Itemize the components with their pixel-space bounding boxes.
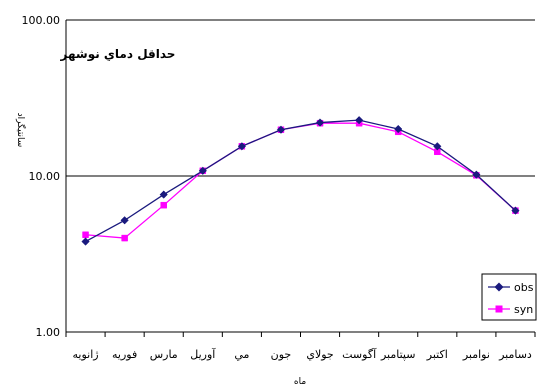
data-point-obs xyxy=(120,216,129,225)
data-point-obs xyxy=(433,142,442,151)
data-point-obs xyxy=(354,116,364,125)
data-point-obs xyxy=(81,237,90,246)
data-point-obs xyxy=(237,142,247,151)
x-tick-label: اكتبر xyxy=(426,348,448,361)
x-tick-label: مي xyxy=(234,348,249,361)
legend-label-obs: obs xyxy=(514,281,534,294)
x-tick-label: سپتامبر xyxy=(380,348,416,361)
y-tick-label-1: 1.00 xyxy=(36,326,61,339)
legend-marker-obs xyxy=(494,282,504,292)
data-point-obs xyxy=(472,170,481,179)
y-axis-title: سانتيگراد xyxy=(15,113,27,148)
x-tick-label: آگوست xyxy=(342,347,377,361)
chart-title: حداقل دماي نوشهر xyxy=(60,47,176,62)
y-tick-label-10: 10.00 xyxy=(29,170,61,183)
data-point-obs xyxy=(159,190,168,199)
x-tick-label: فوريه xyxy=(112,348,137,361)
data-point-obs xyxy=(276,125,286,134)
legend-marker-syn xyxy=(495,305,503,313)
x-axis-title: ماه xyxy=(294,377,306,385)
data-point-syn xyxy=(121,234,128,242)
y-tick-labels: 100.00 10.00 1.00 xyxy=(22,14,61,339)
data-point-syn xyxy=(160,201,167,209)
legend: obs syn xyxy=(481,273,537,321)
x-tick-label: دسامبر xyxy=(498,348,532,361)
data-point-obs xyxy=(394,124,403,134)
series-layer xyxy=(81,116,520,246)
x-ticks xyxy=(65,332,536,337)
x-tick-label: جولاي xyxy=(306,348,333,361)
x-tick-label: جون xyxy=(271,348,292,361)
legend-box xyxy=(481,273,537,321)
data-point-obs xyxy=(511,206,520,215)
x-tick-label: مارس xyxy=(150,348,178,361)
data-point-syn xyxy=(82,231,89,239)
y-tick-label-100: 100.00 xyxy=(22,14,61,27)
legend-label-syn: syn xyxy=(514,303,533,316)
x-tick-label: ژانويه xyxy=(73,348,99,361)
series-line-obs xyxy=(85,119,516,243)
x-tick-label: نوامبر xyxy=(462,348,490,361)
x-tick-labels: ژانويه فوريه مارس آوريل مي جون جولاي آگوست سپتام… xyxy=(73,347,532,361)
data-point-obs xyxy=(315,118,325,127)
data-point-obs xyxy=(198,166,207,175)
x-tick-label: آوريل xyxy=(190,347,216,361)
